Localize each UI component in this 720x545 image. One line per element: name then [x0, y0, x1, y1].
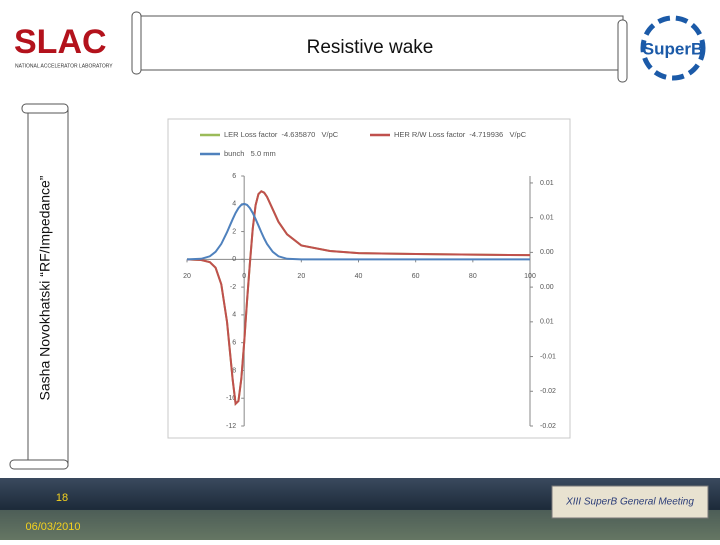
y-tick-label: 4 — [232, 312, 236, 319]
meeting-banner — [551, 485, 709, 519]
page-number: 18 — [56, 492, 68, 504]
x-tick-label: 60 — [412, 273, 420, 280]
y2-tick-label: 0.00 — [540, 284, 554, 291]
sidebar-text: Sasha Novokhatski “RF/Impedance” — [37, 175, 53, 400]
x-tick-label: 20 — [183, 273, 191, 280]
superb-ring — [640, 15, 706, 81]
slac-subtitle: NATIONAL ACCELERATOR LABORATORY — [15, 63, 113, 69]
y2-tick-label: 0.01 — [540, 180, 554, 187]
y-tick-label: 6 — [232, 173, 236, 180]
y2-tick-label: -0.02 — [540, 388, 556, 395]
series-line — [186, 190, 531, 406]
legend-label: LER Loss factor -4.635870 V/pC — [224, 130, 339, 139]
sidebar-scroll — [9, 103, 69, 470]
legend-label: HER R/W Loss factor -4.719936 V/pC — [394, 130, 527, 139]
y-tick-label: -2 — [230, 284, 236, 291]
y-tick-label: 4 — [232, 201, 236, 208]
slac-logo: SLAC — [14, 23, 107, 61]
y2-tick-label: 0.01 — [540, 215, 554, 222]
y-tick-label: 0 — [232, 256, 236, 263]
y2-tick-label: -0.02 — [540, 423, 556, 430]
y2-tick-label: 0.01 — [540, 319, 554, 326]
series-line — [186, 202, 530, 261]
date: 06/03/2010 — [25, 521, 80, 533]
y2-tick-label: 0.00 — [540, 249, 554, 256]
y-tick-label: -10 — [226, 395, 236, 402]
y-tick-label: 2 — [232, 228, 236, 235]
y-tick-label: -12 — [226, 423, 236, 430]
x-tick-label: 20 — [297, 273, 305, 280]
title-scroll — [131, 11, 628, 83]
chart-frame — [167, 118, 571, 439]
x-tick-label: 0 — [242, 273, 246, 280]
slide-title: Resistive wake — [307, 37, 434, 58]
superb-logo: SuperB — [643, 39, 703, 58]
x-tick-label: 80 — [469, 273, 477, 280]
chart: 6420-2468-10-120.010.010.000.000.01-0.01… — [183, 130, 556, 430]
meeting-text: XIII SuperB General Meeting — [565, 497, 694, 508]
y-tick-label: 6 — [232, 340, 236, 347]
x-tick-label: 40 — [355, 273, 363, 280]
x-tick-label: 100 — [524, 273, 536, 280]
legend-label: bunch 5.0 mm — [224, 149, 276, 158]
y2-tick-label: -0.01 — [540, 353, 556, 360]
y-tick-label: 8 — [232, 367, 236, 374]
